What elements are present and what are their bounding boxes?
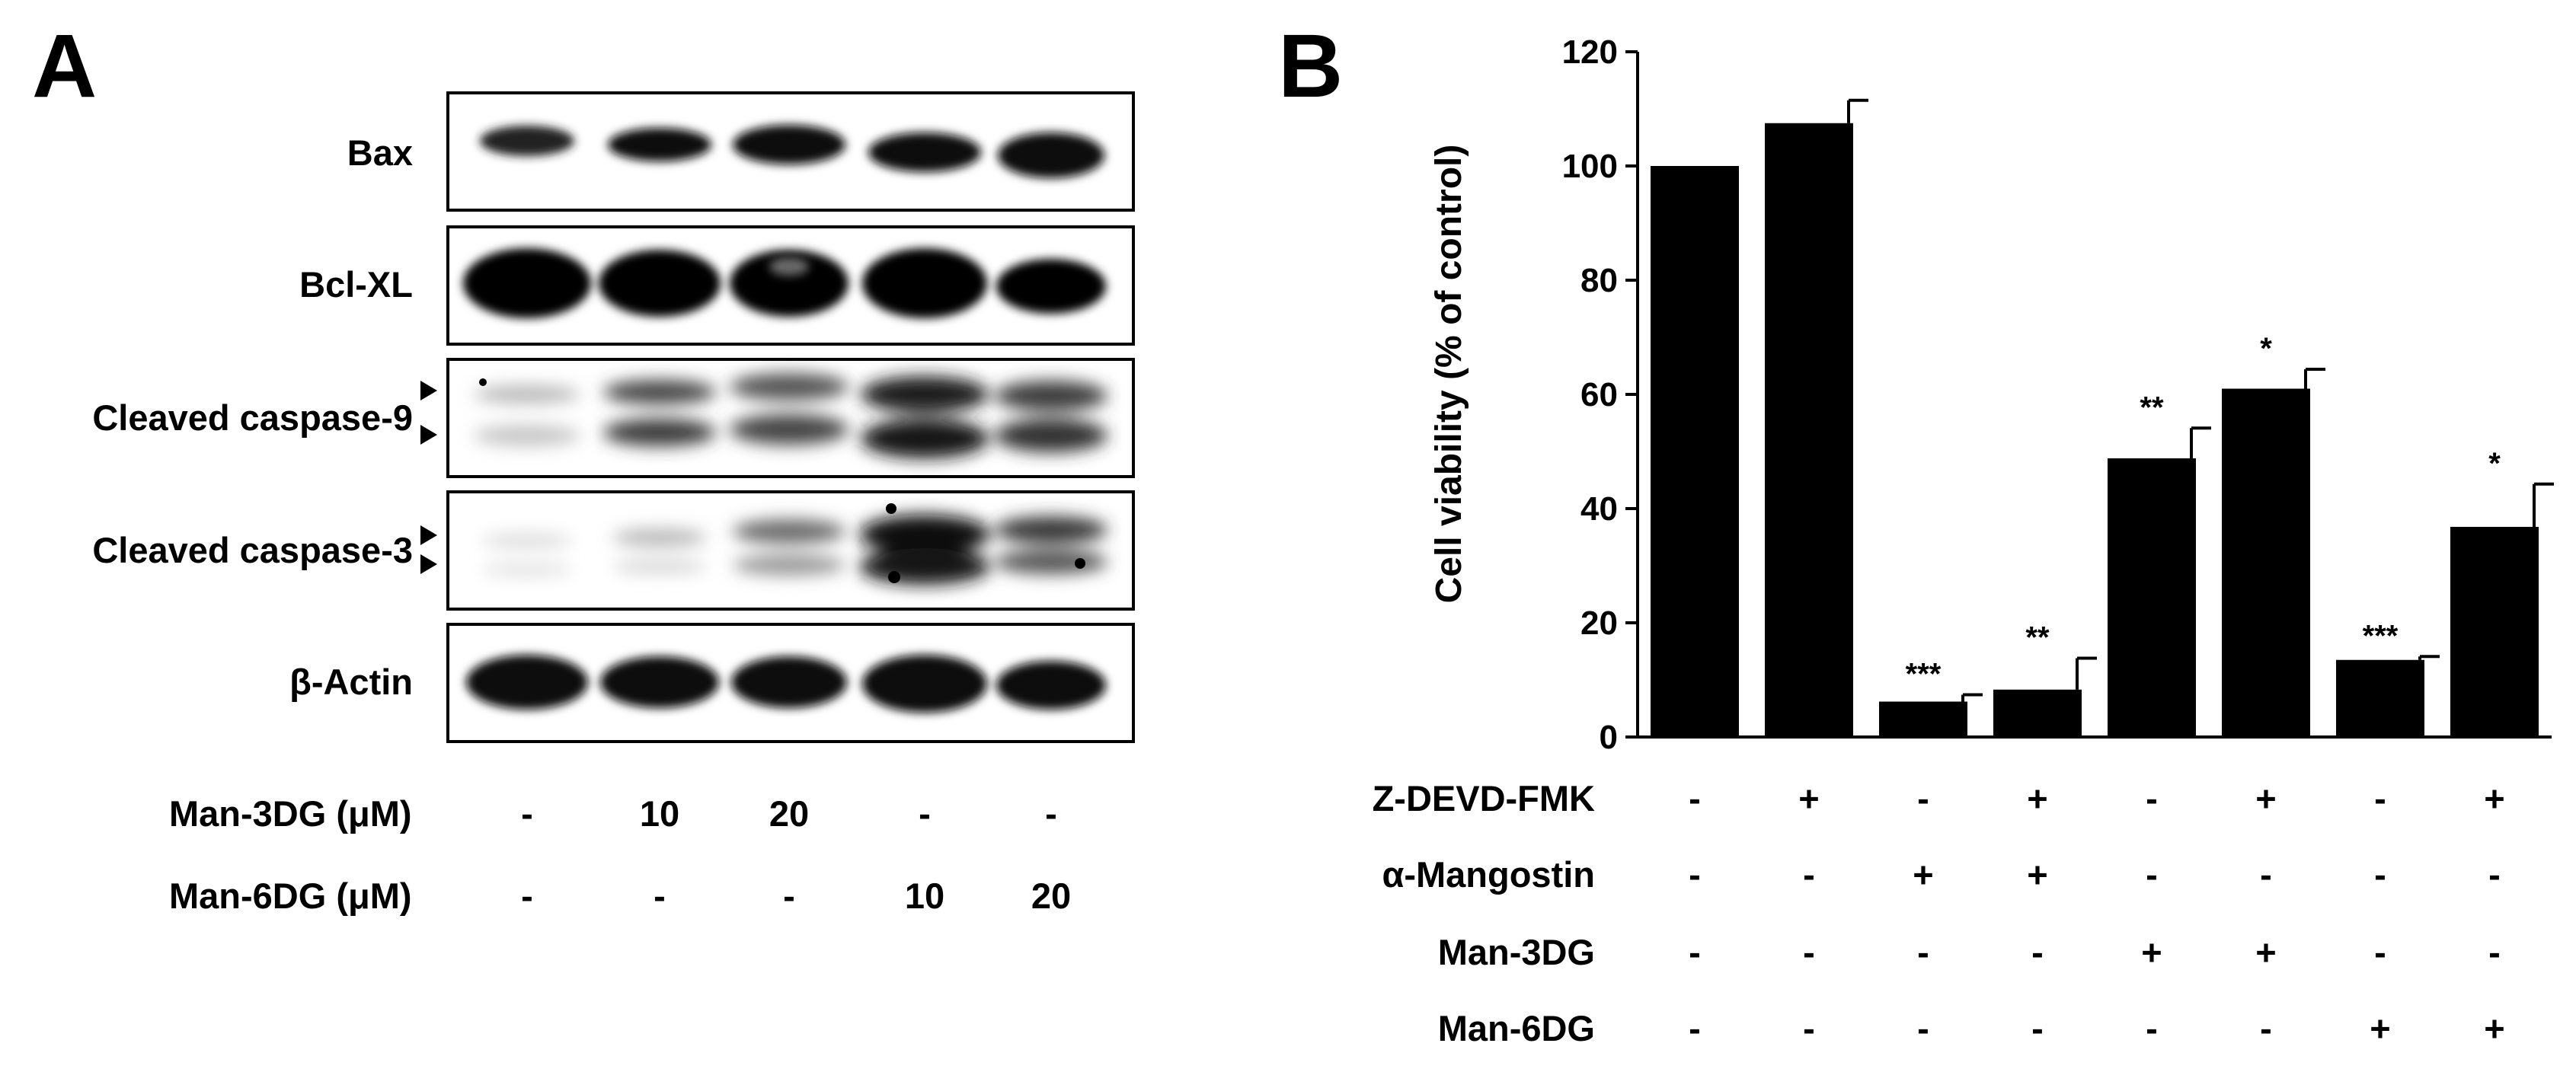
panel-b-cell-r2-c5: + — [2255, 932, 2277, 972]
bar-5 — [2108, 458, 2196, 737]
bar-3 — [1879, 701, 1967, 737]
arrowhead-caspase-3-lower — [420, 554, 437, 574]
panel-a-condition-man3dg: Man-3DG (μM) — [169, 793, 412, 834]
blot-label-bax: Bax — [347, 132, 413, 173]
y-tick-label-0: 0 — [1600, 719, 1618, 756]
panel-b-cell-r3-c5: - — [2260, 1008, 2272, 1048]
panel-b-cell-r1-c4: - — [2146, 854, 2158, 895]
significance-5: ** — [2140, 391, 2164, 424]
significance-6: * — [2260, 332, 2272, 365]
panel-b-cell-r2-c2: - — [1917, 932, 1929, 972]
panel-b-cell-r1-c6: - — [2374, 854, 2386, 895]
significance-7: *** — [2363, 619, 2399, 652]
panel-b-cell-r1-c7: - — [2488, 854, 2501, 895]
significance-8: * — [2488, 447, 2501, 480]
panel-b-cell-r1-c3: + — [2027, 854, 2048, 895]
bar-4 — [1993, 689, 2082, 737]
panel-b-cell-r2-c6: - — [2374, 932, 2386, 972]
panel-a-cell-r0-c1: 10 — [639, 793, 680, 834]
panel-b-cell-r3-c2: - — [1917, 1008, 1929, 1048]
blot-bax — [446, 91, 1135, 212]
panel-b-cell-r1-c1: - — [1803, 854, 1815, 895]
bar-2 — [1765, 123, 1853, 737]
panel-a-letter: A — [32, 16, 97, 116]
significance-3: *** — [1906, 658, 1942, 691]
blot-bclxl — [446, 225, 1135, 346]
panel-b-cell-r3-c0: - — [1689, 1008, 1701, 1048]
panel-b-cell-r0-c5: + — [2255, 778, 2277, 818]
panel-b-cell-r3-c4: - — [2146, 1008, 2158, 1048]
significance-4: ** — [2025, 621, 2050, 655]
panel-a-cell-r0-c3: - — [919, 793, 931, 834]
panel-b-cell-r0-c7: + — [2484, 778, 2505, 818]
blot-label-beta-actin: β-Actin — [289, 662, 413, 702]
panel-b-cell-r2-c0: - — [1689, 932, 1701, 972]
panel-b-cell-r2-c1: - — [1803, 932, 1815, 972]
panel-a-cell-r0-c2: 20 — [769, 793, 810, 834]
panel-b-cell-r3-c3: - — [2031, 1008, 2044, 1048]
panel-a-cell-r1-c1: - — [654, 876, 666, 916]
arrowhead-caspase-9-lower — [420, 425, 437, 445]
y-axis-label: Cell viability (% of control) — [1429, 145, 1469, 604]
blot-label-caspase-3: Cleaved caspase-3 — [92, 530, 413, 570]
panel-a-condition-man6dg: Man-6DG (μM) — [169, 876, 412, 916]
bar-1 — [1651, 166, 1739, 737]
arrowhead-caspase-3-upper — [420, 525, 437, 545]
panel-b-cell-r1-c0: - — [1689, 854, 1701, 895]
panel-a-cell-r0-c0: - — [521, 793, 533, 834]
panel-b-condition-mangostin: α-Mangostin — [1382, 854, 1595, 895]
y-tick-label-60: 60 — [1580, 376, 1618, 413]
panel-b-cell-r0-c1: + — [1798, 778, 1820, 818]
panel-a-cell-r0-c4: - — [1045, 793, 1057, 834]
panel-b-cell-r0-c0: - — [1689, 778, 1701, 818]
blot-caspase-3 — [446, 490, 1135, 611]
panel-b-cell-r3-c1: - — [1803, 1008, 1815, 1048]
panel-b-cell-r3-c6: + — [2370, 1008, 2391, 1048]
y-tick-label-120: 120 — [1562, 34, 1618, 71]
panel-b-cell-r1-c5: - — [2260, 854, 2272, 895]
panel-b-letter: B — [1278, 16, 1344, 116]
panel-b-condition-zdevd: Z-DEVD-FMK — [1372, 778, 1595, 818]
y-tick-label-100: 100 — [1562, 148, 1618, 185]
blot-caspase-9 — [446, 358, 1135, 478]
panel-b-cell-r1-c2: + — [1913, 854, 1934, 895]
y-tick-label-20: 20 — [1580, 605, 1618, 642]
blot-beta-actin — [446, 623, 1135, 743]
bar-8 — [2450, 527, 2539, 737]
blot-label-bclxl: Bcl-XL — [299, 264, 413, 305]
bar-6 — [2222, 388, 2310, 737]
y-tick-label-80: 80 — [1580, 262, 1618, 299]
panel-b-condition-man6dg: Man-6DG — [1437, 1008, 1595, 1048]
bar-7 — [2336, 659, 2424, 737]
arrowhead-caspase-9-upper — [420, 381, 437, 400]
panel-b-condition-man3dg: Man-3DG — [1437, 932, 1595, 972]
panel-a-cell-r1-c4: 20 — [1031, 876, 1072, 916]
panel-b-cell-r2-c3: - — [2031, 932, 2044, 972]
panel-b-cell-r0-c3: + — [2027, 778, 2048, 818]
panel-b-cell-r0-c2: - — [1917, 778, 1929, 818]
blot-label-caspase-9: Cleaved caspase-9 — [92, 397, 413, 438]
panel-a-cell-r1-c0: - — [521, 876, 533, 916]
panel-b-cell-r0-c6: - — [2374, 778, 2386, 818]
panel-b-cell-r0-c4: - — [2146, 778, 2158, 818]
y-tick-label-40: 40 — [1580, 490, 1618, 528]
panel-b-cell-r2-c7: - — [2488, 932, 2501, 972]
panel-b-cell-r3-c7: + — [2484, 1008, 2505, 1048]
panel-a-cell-r1-c2: - — [783, 876, 795, 916]
panel-a-cell-r1-c3: 10 — [904, 876, 945, 916]
panel-b-cell-r2-c4: + — [2141, 932, 2162, 972]
